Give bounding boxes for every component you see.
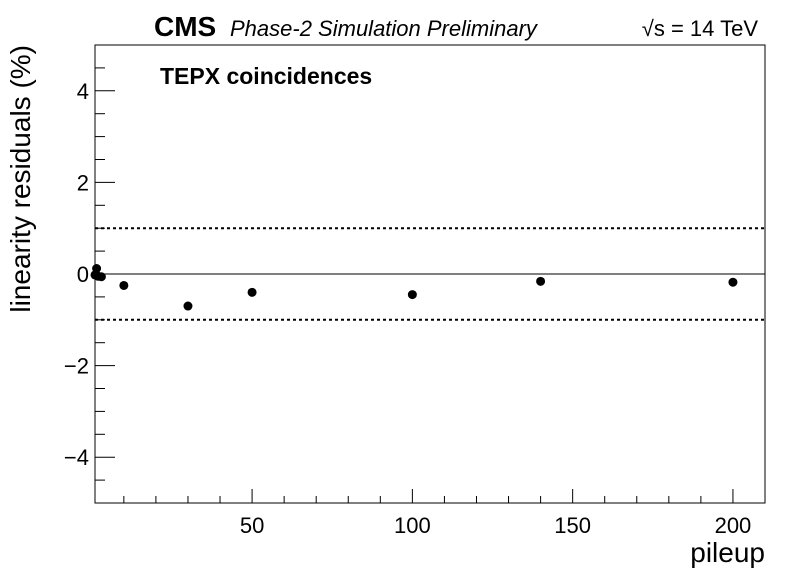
x-tick-label: 150 [554,513,591,538]
data-point [96,272,106,282]
data-point [183,301,193,311]
data-point [247,287,257,297]
axis-ticks [95,44,766,504]
energy-label: √s = 14 TeV [642,16,759,41]
energy-value: = 14 TeV [665,16,758,41]
y-axis-label: linearity residuals (%) [5,45,36,313]
cms-label: CMS [154,11,216,42]
y-tick-label: −2 [64,354,89,379]
data-points [90,264,738,311]
y-tick-label: 2 [77,170,89,195]
y-tick-label: −4 [64,445,89,470]
tick-labels: 50 100 150 200 −4 −2 0 2 4 [64,79,751,538]
y-tick-label: 4 [77,79,89,104]
x-axis-label: pileup [690,537,765,568]
x-tick-label: 50 [240,513,264,538]
data-point [92,264,102,274]
chart-title: TEPX coincidences [160,63,372,89]
sqrt-s-symbol: √s [642,16,665,41]
reference-lines [95,227,765,321]
status-label: Phase-2 Simulation Preliminary [230,16,539,41]
data-point [536,276,546,286]
data-point [728,277,738,287]
x-tick-label: 100 [394,513,431,538]
y-tick-label: 0 [77,262,89,287]
data-point [407,290,417,300]
data-point [119,280,129,290]
x-tick-label: 200 [715,513,752,538]
